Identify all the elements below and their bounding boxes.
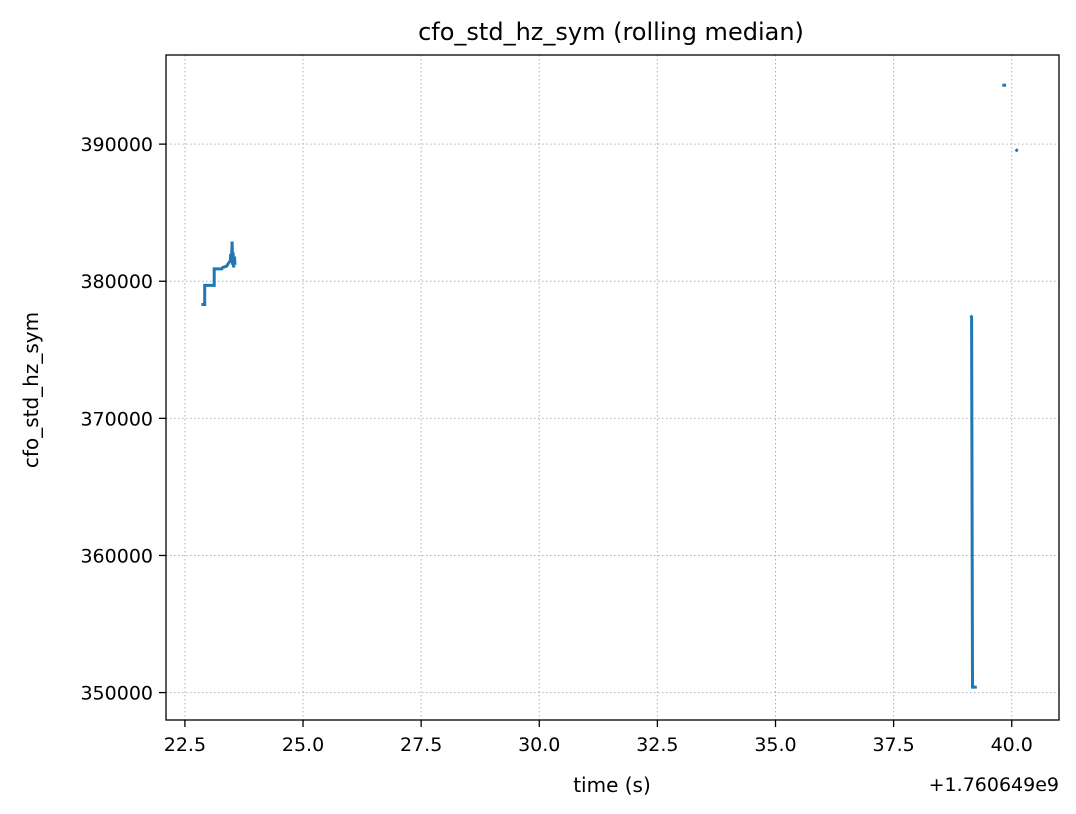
x-tick-label: 25.0 <box>282 734 324 756</box>
y-ticks: 350000 360000 370000 380000 390000 <box>80 134 166 705</box>
grid <box>166 55 1059 720</box>
series-0-segment-0 <box>201 241 237 306</box>
x-tick-label: 22.5 <box>164 734 206 756</box>
chart-title: cfo_std_hz_sym (rolling median) <box>418 18 804 46</box>
x-tick-label: 27.5 <box>400 734 442 756</box>
y-tick-label: 390000 <box>80 134 153 156</box>
y-axis-label: cfo_std_hz_sym <box>19 312 43 468</box>
x-tick-label: 40.0 <box>991 734 1033 756</box>
x-ticks: 22.5 25.0 27.5 30.0 32.5 35.0 37.5 40.0 <box>164 720 1033 756</box>
x-axis-label: time (s) <box>573 773 651 797</box>
y-tick-label: 370000 <box>80 408 153 430</box>
x-tick-label: 35.0 <box>754 734 796 756</box>
y-tick-label: 350000 <box>80 683 153 705</box>
plot-frame <box>165 54 1060 721</box>
series-0-segment-3 <box>1014 148 1019 153</box>
series-layer <box>201 83 1019 689</box>
x-tick-label: 32.5 <box>636 734 678 756</box>
y-tick-label: 360000 <box>80 545 153 567</box>
y-tick-label: 380000 <box>80 271 153 293</box>
series-0-segment-1 <box>969 314 977 689</box>
x-tick-label: 30.0 <box>518 734 560 756</box>
x-tick-label: 37.5 <box>872 734 914 756</box>
x-offset-text: +1.760649e9 <box>929 774 1059 796</box>
